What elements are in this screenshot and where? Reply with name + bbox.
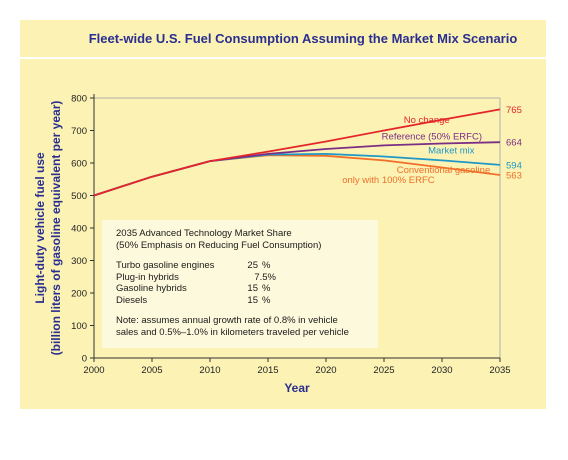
share-value: 15 xyxy=(247,294,258,306)
x-tick-label: 2020 xyxy=(315,365,336,376)
share-name: Diesels xyxy=(116,294,148,306)
chart-title: Fleet-wide U.S. Fuel Consumption Assumin… xyxy=(88,31,518,46)
annotation-reference: Reference (50% ERFC) xyxy=(382,132,482,143)
x-tick-label: 2005 xyxy=(141,365,162,376)
share-row-plugin: Plug-in hybrids 7.5% xyxy=(116,272,378,284)
note-heading-2: (50% Emphasis on Reducing Fuel Consumpti… xyxy=(116,239,322,251)
x-tick-label: 2035 xyxy=(489,365,510,376)
y-axis-label-line1: Light-duty vehicle fuel use xyxy=(33,152,47,304)
end-value-label: 594 xyxy=(506,160,522,171)
annotation-market-mix: Market mix xyxy=(428,145,475,156)
share-value: 25 xyxy=(247,260,258,271)
share-name: Turbo gasoline engines xyxy=(116,260,215,271)
note-text-2: sales and 0.5%–1.0% in kilometers travel… xyxy=(116,326,349,338)
share-value: 7.5% xyxy=(254,271,276,283)
x-tick-label: 2000 xyxy=(83,365,104,376)
share-row-turbo: Turbo gasoline engines 25 % xyxy=(116,260,378,272)
end-value-label: 765 xyxy=(506,105,522,116)
y-tick-label: 200 xyxy=(71,289,87,300)
end-value-label: 664 xyxy=(506,138,522,149)
series-line-0 xyxy=(93,108,501,197)
share-row-diesel: Diesels 15 % xyxy=(116,295,378,307)
y-tick-label: 800 xyxy=(71,94,87,105)
y-tick-label: 400 xyxy=(71,224,87,235)
annotation-conventional-1: Conventional gasoline xyxy=(397,165,490,176)
y-tick-label: 500 xyxy=(71,191,87,202)
y-tick-label: 700 xyxy=(71,126,87,137)
y-axis-label-line2: (billion liters of gasoline equivalent p… xyxy=(49,101,63,356)
annotation-no-change: No change xyxy=(404,115,450,126)
x-tick-label: 2025 xyxy=(373,365,394,376)
market-share-note: 2035 Advanced Technology Market Share (5… xyxy=(102,220,378,348)
y-tick-label: 0 xyxy=(82,354,87,365)
share-name: Gasoline hybrids xyxy=(116,283,187,294)
share-unit: % xyxy=(262,260,271,271)
y-tick-label: 600 xyxy=(71,159,87,170)
share-row-gas-hybrid: Gasoline hybrids 15 % xyxy=(116,283,378,295)
share-unit: % xyxy=(262,283,271,294)
y-tick-label: 300 xyxy=(71,256,87,267)
end-value-label: 563 xyxy=(506,171,522,182)
x-tick-label: 2030 xyxy=(431,365,452,376)
x-tick-label: 2015 xyxy=(257,365,278,376)
x-tick-label: 2010 xyxy=(199,365,220,376)
annotation-conventional-2: only with 100% ERFC xyxy=(342,175,435,186)
share-name: Plug-in hybrids xyxy=(116,271,179,283)
y-tick-label: 100 xyxy=(71,321,87,332)
x-axis-label: Year xyxy=(284,381,310,395)
note-heading-1: 2035 Advanced Technology Market Share xyxy=(116,228,292,239)
note-text-1: Note: assumes annual growth rate of 0.8%… xyxy=(116,315,338,326)
title-band: Fleet-wide U.S. Fuel Consumption Assumin… xyxy=(20,20,546,57)
share-value: 15 xyxy=(247,283,258,294)
share-unit: % xyxy=(262,294,271,306)
